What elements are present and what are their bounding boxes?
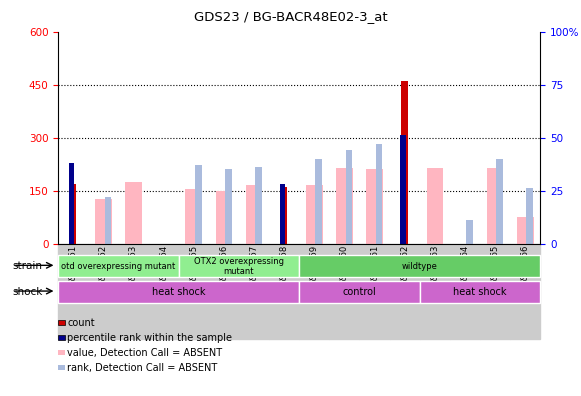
Bar xyxy=(105,197,111,244)
Text: heat shock: heat shock xyxy=(152,287,206,297)
Bar xyxy=(336,168,353,244)
Bar xyxy=(480,244,510,339)
Bar xyxy=(510,244,540,339)
Bar xyxy=(58,255,178,277)
Text: heat shock: heat shock xyxy=(453,287,507,297)
Bar xyxy=(401,81,408,244)
Bar xyxy=(58,281,299,303)
Bar xyxy=(95,200,112,244)
Bar xyxy=(299,281,419,303)
Bar xyxy=(119,244,149,339)
Text: value, Detection Call = ABSENT: value, Detection Call = ABSENT xyxy=(67,348,223,358)
Bar xyxy=(315,159,322,244)
Bar xyxy=(306,185,322,244)
Bar xyxy=(281,187,288,244)
Text: control: control xyxy=(343,287,376,297)
Bar xyxy=(269,244,299,339)
Bar xyxy=(496,159,503,244)
Bar xyxy=(450,244,480,339)
Bar xyxy=(125,182,142,244)
Bar xyxy=(390,244,419,339)
Bar xyxy=(360,244,390,339)
Bar xyxy=(225,169,232,244)
Bar xyxy=(70,183,77,244)
Bar xyxy=(178,244,209,339)
Bar xyxy=(329,244,360,339)
Bar xyxy=(299,255,540,277)
Bar xyxy=(466,220,473,244)
Text: OTX2 overexpressing
mutant: OTX2 overexpressing mutant xyxy=(194,257,284,276)
Bar xyxy=(426,168,443,244)
Bar xyxy=(255,167,262,244)
Bar xyxy=(299,244,329,339)
Text: strain: strain xyxy=(13,261,43,271)
Bar xyxy=(246,185,262,244)
Bar xyxy=(419,281,540,303)
Bar xyxy=(185,189,202,244)
Text: count: count xyxy=(67,318,95,328)
Bar xyxy=(239,244,269,339)
Bar xyxy=(400,135,406,244)
Text: rank, Detection Call = ABSENT: rank, Detection Call = ABSENT xyxy=(67,363,217,373)
Text: shock: shock xyxy=(13,287,43,297)
Bar xyxy=(346,150,352,244)
Bar xyxy=(58,244,88,339)
Bar xyxy=(195,165,202,244)
Bar xyxy=(419,244,450,339)
Bar xyxy=(209,244,239,339)
Bar xyxy=(88,244,119,339)
Bar xyxy=(517,217,533,244)
Text: GDS23 / BG-BACR48E02-3_at: GDS23 / BG-BACR48E02-3_at xyxy=(193,10,388,23)
Bar xyxy=(149,244,179,339)
Bar xyxy=(366,169,383,244)
Text: percentile rank within the sample: percentile rank within the sample xyxy=(67,333,232,343)
Bar xyxy=(216,191,232,244)
Bar xyxy=(280,184,285,244)
Text: wildtype: wildtype xyxy=(402,262,437,271)
Bar xyxy=(178,255,299,277)
Bar xyxy=(487,168,503,244)
Bar xyxy=(69,163,74,244)
Bar xyxy=(376,144,382,244)
Bar xyxy=(526,188,533,244)
Text: otd overexpressing mutant: otd overexpressing mutant xyxy=(61,262,175,271)
